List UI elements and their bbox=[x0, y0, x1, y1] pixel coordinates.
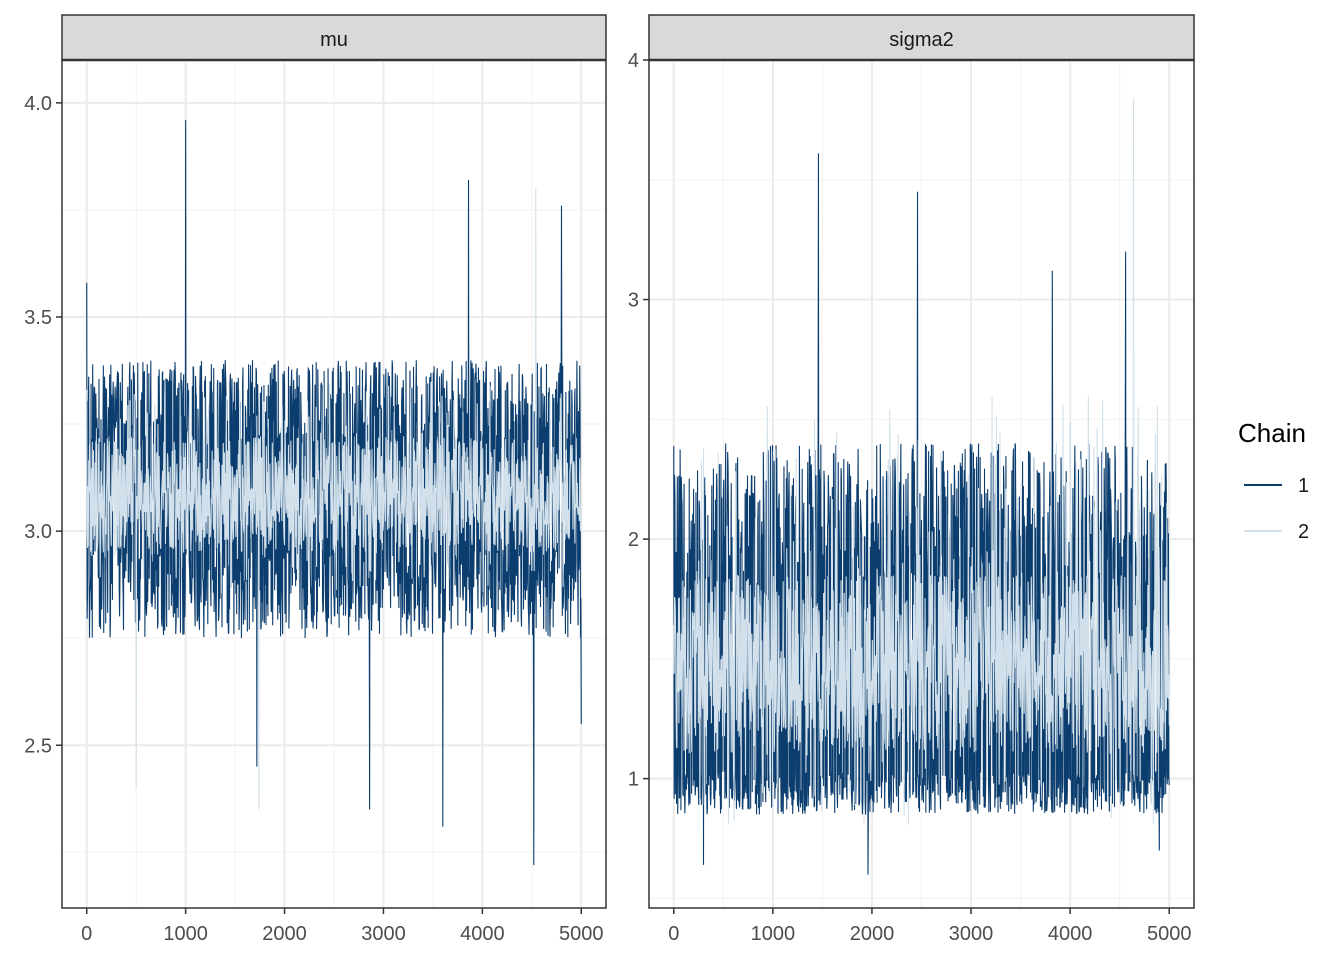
panel-mu: mu 0 1000 2000 3000 4000 5000 2.5 3.0 3.5 4.0 bbox=[24, 14, 607, 945]
y-tick-label: 4.0 bbox=[24, 93, 52, 115]
x-tick-label: 4000 bbox=[460, 923, 505, 945]
facet-strip-label: sigma2 bbox=[889, 29, 953, 51]
x-tick-label: 2000 bbox=[850, 923, 895, 945]
trace-line-chain-2 bbox=[86, 188, 582, 810]
legend-label-chain-2: 2 bbox=[1298, 521, 1309, 543]
facet-strip-label: mu bbox=[320, 29, 348, 51]
trace-layer bbox=[86, 119, 582, 866]
x-tick-label: 0 bbox=[668, 923, 679, 945]
x-tick-label: 5000 bbox=[1147, 923, 1192, 945]
x-tick-label: 1000 bbox=[163, 923, 208, 945]
legend: Chain 1 2 bbox=[1238, 418, 1309, 543]
facet-strip bbox=[61, 14, 607, 61]
panel-sigma2: sigma2 0 1000 2000 3000 4000 5000 1 2 3 4 bbox=[628, 14, 1195, 945]
y-tick-label: 2 bbox=[628, 529, 639, 551]
x-tick-label: 2000 bbox=[262, 923, 307, 945]
x-tick-label: 1000 bbox=[751, 923, 796, 945]
y-tick-label: 3.5 bbox=[24, 307, 52, 329]
x-tick-label: 4000 bbox=[1048, 923, 1093, 945]
y-tick-label: 3 bbox=[628, 290, 639, 312]
y-tick-label: 1 bbox=[628, 769, 639, 791]
x-tick-label: 0 bbox=[81, 923, 92, 945]
x-tick-label: 3000 bbox=[949, 923, 994, 945]
x-tick-label: 3000 bbox=[361, 923, 406, 945]
y-tick-label: 4 bbox=[628, 50, 639, 72]
y-tick-label: 3.0 bbox=[24, 521, 52, 543]
legend-label-chain-1: 1 bbox=[1298, 475, 1309, 497]
y-tick-label: 2.5 bbox=[24, 735, 52, 757]
legend-title: Chain bbox=[1238, 418, 1306, 448]
trace-line-chain-2 bbox=[673, 98, 1170, 825]
x-tick-label: 5000 bbox=[559, 923, 604, 945]
trace-layer bbox=[673, 98, 1170, 875]
